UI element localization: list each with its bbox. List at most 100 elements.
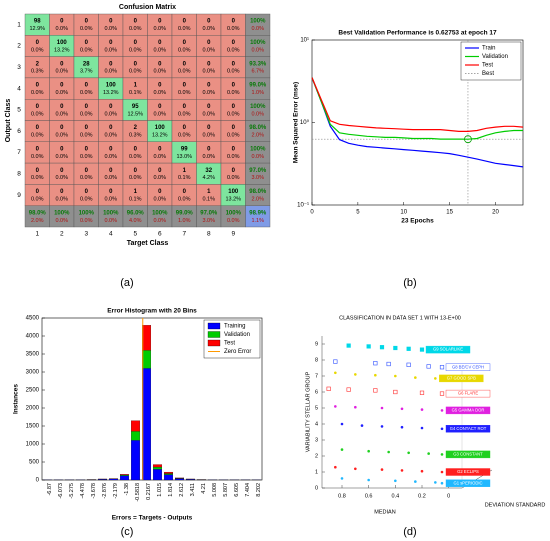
cell-count: 2: [134, 125, 138, 131]
cell-percent: 0.0%: [202, 90, 215, 96]
point: [419, 347, 425, 352]
col-summary-percent: 1.0%: [178, 218, 191, 224]
chart-title: Confusion Matrix: [119, 4, 176, 11]
point: [373, 388, 378, 393]
point: [346, 343, 351, 348]
cell-count: 0: [134, 40, 138, 46]
group-tag: [445, 468, 491, 476]
x-tick-label: 9: [231, 231, 235, 238]
cell-percent: 0.0%: [202, 154, 215, 160]
cell-percent: 0.0%: [55, 197, 68, 203]
y-tick-label: 10⁰: [300, 119, 310, 126]
x-tick-label: 0.8: [338, 493, 346, 499]
x-tick-label: 6: [158, 231, 162, 238]
cell-count: 0: [85, 147, 89, 153]
cell-count: 0: [85, 189, 89, 195]
cell-percent: 0.0%: [202, 111, 215, 117]
cell-count: 0: [207, 61, 211, 67]
group-label: G7 GOOD SPB: [447, 376, 476, 381]
y-tick-label: 9: [17, 192, 21, 199]
group-tag: [439, 374, 484, 383]
row-summary-count: 100%: [250, 147, 266, 153]
panel-label: (a): [120, 277, 133, 289]
x-tick-label: 0.2167: [146, 483, 152, 500]
cell-count: 0: [109, 61, 113, 67]
col-summary-count: 96.0%: [127, 210, 145, 216]
x-tick-label: 0: [447, 493, 450, 499]
series-line: [311, 77, 524, 132]
x-tick-label: 7.404: [245, 483, 251, 497]
cell-percent: 0.0%: [55, 111, 68, 117]
point: [334, 371, 337, 375]
cell-percent: 0.0%: [227, 133, 240, 139]
x-tick-label: 5.008: [212, 483, 218, 497]
cell-count: 0: [109, 147, 113, 153]
overall-percent: 1.1%: [251, 218, 264, 224]
cell-percent: 0.0%: [31, 197, 44, 203]
point: [426, 364, 431, 369]
cell-count: 0: [232, 104, 236, 110]
cell-count: 98: [34, 19, 41, 25]
group-tag: [425, 345, 471, 354]
bar-segment: [119, 475, 129, 481]
row-summary-percent: 0.0%: [251, 47, 264, 53]
col-summary-percent: 0.0%: [153, 218, 166, 224]
cell-count: 0: [36, 40, 40, 46]
cell-percent: 3.7%: [80, 69, 93, 75]
y-axis-label: Instances: [13, 384, 20, 414]
y-tick-label: 0: [315, 485, 318, 491]
point: [419, 390, 425, 395]
cell-percent: 0.0%: [104, 111, 117, 117]
cell-percent: 13.2%: [54, 47, 70, 53]
col-summary-count: 100%: [152, 210, 168, 216]
cell-count: 0: [85, 125, 89, 131]
row-summary-count: 99.0%: [249, 83, 267, 89]
bar-segment: [164, 473, 174, 475]
point: [406, 362, 411, 367]
point: [340, 477, 344, 480]
y-axis-label: Output Class: [5, 99, 12, 143]
point: [400, 407, 404, 411]
legend-label: Test: [482, 63, 493, 69]
cell-count: 0: [207, 83, 211, 89]
y-tick-label: 3: [17, 64, 21, 71]
group-tag: [445, 406, 491, 415]
x-tick-label: 1.814: [168, 483, 174, 497]
col-summary-percent: 0.0%: [55, 218, 68, 224]
panel-label: (d): [403, 526, 416, 538]
cell-percent: 0.0%: [55, 26, 68, 32]
cell-percent: 0.0%: [202, 47, 215, 53]
point: [439, 365, 445, 370]
cell-count: 0: [232, 147, 236, 153]
point: [420, 408, 424, 411]
y-tick-label: 1500: [26, 424, 40, 430]
cell-percent: 0.0%: [104, 175, 117, 181]
cell-count: 100: [57, 40, 68, 46]
point: [427, 452, 430, 455]
cell-percent: 0.0%: [178, 90, 191, 96]
group-label: G1 sPERIODIC: [453, 480, 482, 485]
cell-count: 0: [134, 168, 138, 174]
group-tag: [445, 479, 491, 487]
cell-count: 0: [158, 168, 162, 174]
group-tag: [445, 389, 491, 398]
point: [346, 387, 351, 392]
cell-percent: 0.0%: [31, 47, 44, 53]
z-axis-label: DEVIATION STANDARD: [485, 502, 546, 508]
cell-count: 2: [36, 61, 40, 67]
cell-count: 0: [36, 104, 40, 110]
cell-percent: 0.0%: [227, 154, 240, 160]
x-tick-label: -5.275: [69, 483, 75, 499]
y-tick-label: 2: [17, 43, 21, 50]
cell-percent: 0.0%: [80, 47, 93, 53]
y-tick-label: 5: [17, 107, 21, 114]
cell-count: 0: [158, 40, 162, 46]
cell-percent: 0.1%: [129, 197, 142, 203]
axes-box: [321, 336, 493, 489]
row-summary-count: 98.0%: [249, 125, 267, 131]
point: [400, 469, 404, 472]
cell-count: 0: [232, 125, 236, 131]
point: [340, 448, 344, 451]
